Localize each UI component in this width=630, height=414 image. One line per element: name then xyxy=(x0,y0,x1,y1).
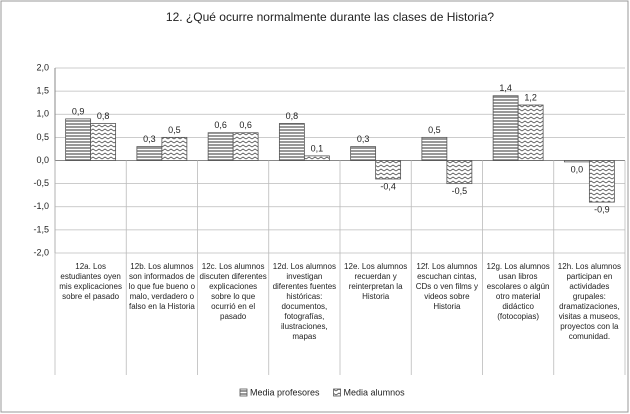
value-label: 0,8 xyxy=(97,111,110,121)
bar xyxy=(421,136,448,161)
value-label: 0,6 xyxy=(214,120,227,130)
x-tick-label: 12e. Los alumnos recuerdan y reinterpret… xyxy=(344,262,408,301)
value-label: 0,8 xyxy=(286,111,299,121)
legend-swatch xyxy=(239,388,248,397)
legend-label: Media profesores xyxy=(250,387,320,397)
bar xyxy=(207,132,234,161)
y-tick-label: -2,0 xyxy=(33,247,49,257)
y-tick-label: 0,5 xyxy=(36,132,49,142)
x-tick-label: 12h. Los alumnos participan en actividad… xyxy=(557,262,621,341)
bar xyxy=(65,118,92,161)
value-label: 0,5 xyxy=(168,125,181,135)
x-tick-label: 12d. Los alumnos investigan diferentes f… xyxy=(272,262,337,341)
value-label: 0,3 xyxy=(357,134,370,144)
bar xyxy=(492,95,519,161)
x-tick-label: 12g. Los alumnos usan libros escolares o… xyxy=(486,262,550,321)
value-label: 0,6 xyxy=(239,120,252,130)
y-tick-label: 1,0 xyxy=(36,109,49,119)
value-label: 0,1 xyxy=(311,143,324,153)
value-label: 1,4 xyxy=(499,83,512,93)
bar xyxy=(446,160,473,185)
y-tick-label: 0,0 xyxy=(36,155,49,165)
legend-swatch xyxy=(333,388,341,397)
value-label: 0,3 xyxy=(143,134,156,144)
value-label: 0,5 xyxy=(428,125,441,135)
bar xyxy=(517,104,544,161)
bar xyxy=(232,132,259,161)
y-tick-label: -1,5 xyxy=(33,224,49,234)
bar xyxy=(588,160,615,203)
value-label: 1,2 xyxy=(524,92,537,102)
x-tick-label: 12f. Los alumnos escuchan cintas, CDs o … xyxy=(415,262,478,311)
value-label: -0,4 xyxy=(380,181,396,191)
x-tick-label: 12c. Los alumnos discuten diferentes exp… xyxy=(199,262,267,321)
value-label: 0,0 xyxy=(571,164,584,174)
bar xyxy=(303,155,330,161)
value-label: -0,9 xyxy=(594,205,610,215)
x-tick-label: 12b. Los alumnos son informados de lo qu… xyxy=(128,262,196,311)
bar xyxy=(90,123,117,161)
bar xyxy=(563,160,590,163)
legend-label: Media alumnos xyxy=(344,387,406,397)
x-tick-label: 12a. Los estudiantes oyen mis explicacio… xyxy=(59,262,122,301)
bar xyxy=(278,123,305,161)
y-tick-label: 1,5 xyxy=(36,86,49,96)
y-tick-label: -0,5 xyxy=(33,178,49,188)
value-label: 0,9 xyxy=(72,106,85,116)
y-tick-label: 2,0 xyxy=(36,62,49,72)
bar xyxy=(350,146,377,161)
bar xyxy=(375,160,402,180)
bar xyxy=(136,146,163,161)
bar xyxy=(161,136,188,161)
chart-title: 12. ¿Qué ocurre normalmente durante las … xyxy=(166,10,494,24)
value-label: -0,5 xyxy=(452,186,468,196)
y-tick-label: -1,0 xyxy=(33,201,49,211)
